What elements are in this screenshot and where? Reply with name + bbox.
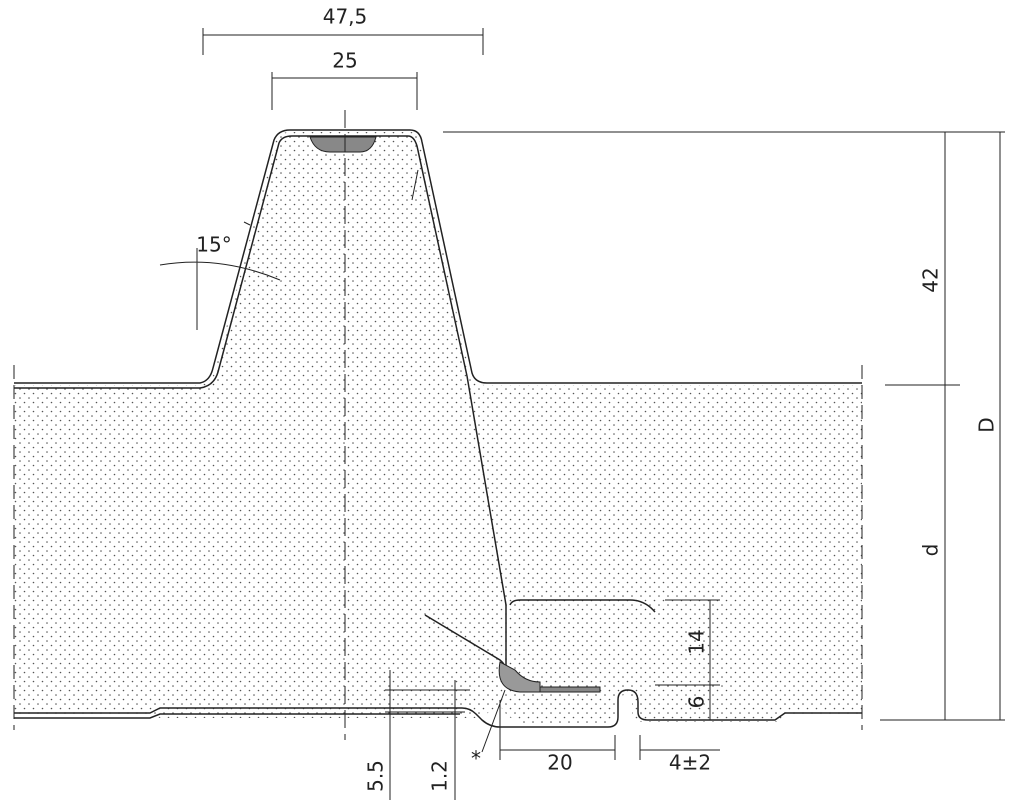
dim-label: 47,5 <box>323 5 368 29</box>
note-mark: * <box>471 747 481 771</box>
dim-label: D <box>975 417 999 432</box>
dim-label: 6 <box>685 696 709 709</box>
dim-label: 5.5 <box>364 760 388 792</box>
dim-label: 14 <box>685 629 709 654</box>
dim-label: 20 <box>547 751 572 775</box>
dimensions <box>159 28 1005 800</box>
dim-label: 25 <box>332 49 357 73</box>
dim-label: 4±2 <box>669 751 711 775</box>
dim-label: 42 <box>919 267 943 292</box>
dim-label: 1.2 <box>428 760 452 792</box>
panel-shape <box>13 110 863 740</box>
dim-label: 15° <box>196 233 231 257</box>
dim-label: d <box>919 544 943 557</box>
